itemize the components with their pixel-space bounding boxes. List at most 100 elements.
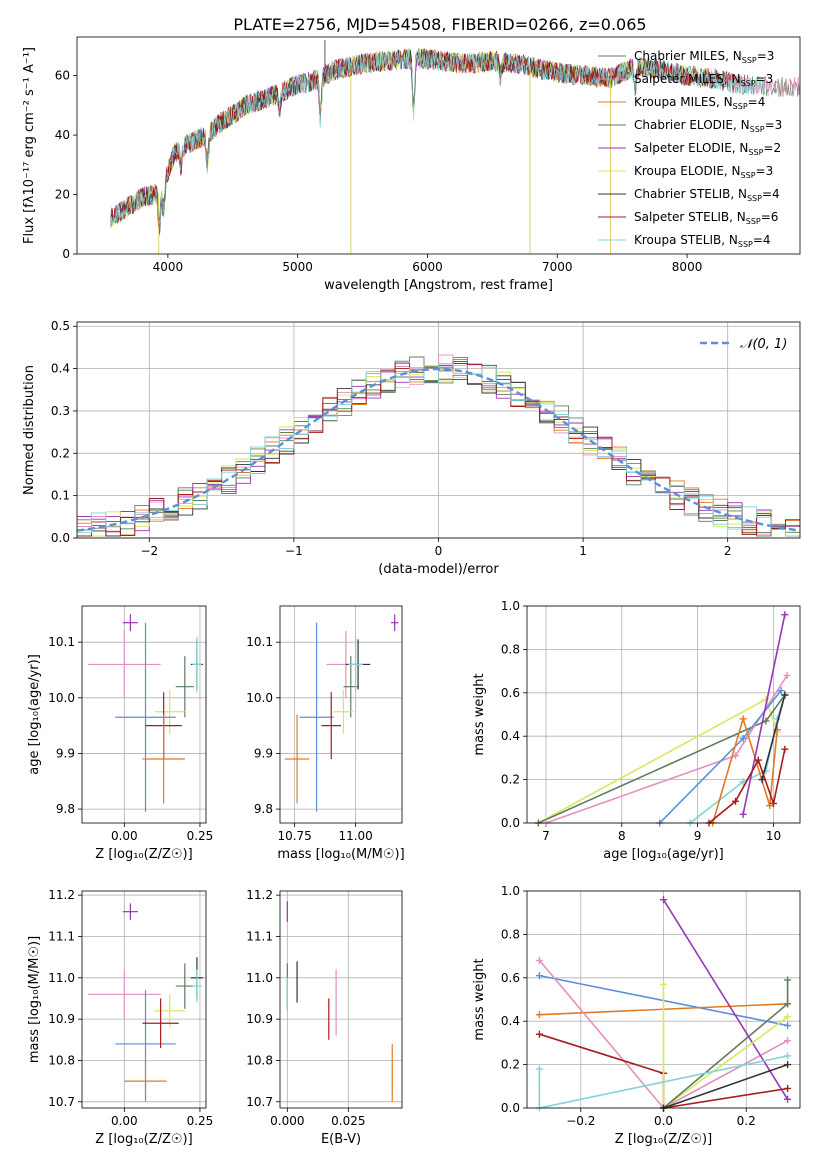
massweight-vs-age-series-0 (538, 698, 779, 823)
massweight-vs-Z-xtick-label-1: 0.0 (654, 1114, 673, 1128)
residuals-ytick-label-4: 0.4 (51, 362, 70, 376)
age-vs-Z-point-8 (142, 714, 185, 804)
massweight-vs-age-marker-3-2 (777, 687, 785, 695)
mass-vs-Z-point-8 (124, 1060, 167, 1102)
massweight-vs-Z-marker-2-0 (535, 956, 543, 964)
massweight-vs-age-marker-7-4 (781, 745, 789, 753)
mass-vs-Z-ylabel: mass [log₁₀(M/M☉)] (27, 936, 42, 1063)
spectrum-ytick-label-2: 40 (55, 128, 70, 142)
age-vs-mass-point-6 (299, 622, 334, 812)
massweight-vs-Z-xlabel: Z [log₁₀(Z/Z☉)] (615, 1132, 712, 1147)
mass-vs-Z-xtick-label-0: 0.00 (111, 1114, 138, 1128)
spectrum-series-2 (110, 48, 649, 237)
spectrum-legend-label-1: Salpeter MILES, NSSP=3 (634, 72, 773, 88)
age-vs-Z-point-0 (122, 614, 138, 632)
age-vs-Z-point-6 (115, 622, 176, 812)
residuals-ytick-label-1: 0.1 (51, 489, 70, 503)
massweight-vs-age-xtick-label-2: 9 (694, 829, 702, 843)
massweight-vs-Z-ytick-label-1: 0.2 (501, 1058, 520, 1072)
mass-vs-Z-point-7 (142, 998, 179, 1049)
mass-vs-Z-point-5 (154, 994, 185, 1028)
mass-vs-ebv-xtick-label-1: 0.025 (331, 1114, 365, 1128)
massweight-vs-age-marker-7-2 (754, 756, 762, 764)
age-vs-mass-ytick-label-3: 10.1 (246, 635, 273, 649)
spectrum-series-8 (110, 48, 766, 228)
spectrum-legend: Chabrier MILES, NSSP=3 Salpeter MILES, NS… (598, 49, 782, 249)
mass-vs-Z-ytick-label-0: 10.7 (48, 1095, 75, 1109)
massweight-vs-Z-marker-0-0 (535, 972, 543, 980)
age-vs-Z-xtick-label-0: 0.00 (111, 829, 138, 843)
figure-title: PLATE=2756, MJD=54508, FIBERID=0266, z=0… (233, 15, 646, 34)
massweight-vs-Z-marker-7-2 (784, 1052, 792, 1060)
spectrum-legend-label-0: Chabrier MILES, NSSP=3 (634, 49, 774, 65)
age-vs-Z-xtick-label-1: 0.25 (187, 829, 214, 843)
residuals-ytick-label-3: 0.3 (51, 404, 70, 418)
massweight-vs-Z-xtick-label-2: 0.2 (737, 1114, 756, 1128)
massweight-vs-Z-series-5 (662, 984, 789, 1108)
age-vs-Z-ytick-label-0: 9.8 (56, 802, 75, 816)
massweight-vs-age-ytick-label-2: 0.4 (501, 729, 520, 743)
mass-vs-ebv-frame (279, 890, 403, 1109)
age-vs-Z-ylabel: age [log₁₀(age/yr)] (27, 654, 42, 775)
massweight-vs-Z-series-7 (538, 1055, 788, 1108)
massweight-vs-age-ytick-label-4: 0.8 (501, 642, 520, 656)
massweight-vs-age-series-2 (545, 674, 788, 823)
spectrum-legend-label-2: Kroupa MILES, NSSP=4 (634, 95, 765, 111)
mass-vs-Z-ytick-label-3: 11.0 (48, 971, 75, 985)
massweight-vs-Z-marker-4-0 (535, 1030, 543, 1038)
residuals-frame (76, 321, 801, 539)
age-vs-Z-point-2 (175, 656, 194, 718)
massweight-vs-age-xlabel: age [log₁₀(age/yr)] (603, 847, 724, 862)
residuals-xtick-label-4: 2 (724, 544, 732, 558)
residuals-xtick-label-2: 0 (435, 544, 443, 558)
massweight-vs-Z-ytick-label-5: 1.0 (501, 884, 520, 898)
massweight-vs-Z-ytick-label-2: 0.4 (501, 1014, 520, 1028)
massweight-vs-Z-marker-6-1 (784, 1000, 792, 1008)
mass-vs-ebv-ytick-label-0: 10.7 (246, 1095, 273, 1109)
spectrum-xtick-label-3: 7000 (542, 260, 573, 274)
mass-vs-ebv-xtick-label-0: 0.000 (270, 1114, 304, 1128)
spectrum-ytick-label-3: 60 (55, 69, 70, 83)
age-vs-mass-point-7 (321, 692, 341, 760)
massweight-vs-age-frame (526, 605, 801, 824)
age-vs-Z-ytick-label-1: 9.9 (56, 746, 75, 760)
massweight-vs-age-ytick-label-0: 0.0 (501, 816, 520, 830)
age-vs-Z-frame (81, 605, 207, 824)
massweight-vs-age-series-8 (761, 694, 786, 780)
mass-vs-Z-ytick-label-4: 11.1 (48, 929, 75, 943)
massweight-vs-age-ytick-label-3: 0.6 (501, 686, 520, 700)
mass-vs-Z-ytick-label-2: 10.9 (48, 1012, 75, 1026)
massweight-vs-age-marker-8-0 (758, 776, 766, 784)
spectrum-legend-label-6: Chabrier STELIB, NSSP=4 (634, 187, 780, 203)
mass-vs-ebv-ytick-label-2: 10.9 (246, 1012, 273, 1026)
massweight-vs-Z-series-2 (538, 959, 788, 1108)
massweight-vs-age-marker-2-1 (732, 752, 740, 760)
massweight-vs-Z-ylabel: mass weight (472, 958, 487, 1040)
age-vs-mass-ytick-label-2: 10.0 (246, 691, 273, 705)
massweight-vs-age-marker-2-2 (783, 671, 791, 679)
massweight-vs-age-ytick-label-5: 1.0 (501, 599, 520, 613)
residuals-ylabel: Normed distribution (22, 365, 37, 495)
spectrum-ytick-label-1: 20 (55, 188, 70, 202)
age-vs-Z-ytick-label-3: 10.1 (48, 635, 75, 649)
age-vs-mass-ytick-label-0: 9.8 (254, 802, 273, 816)
residuals-ytick-label-0: 0.0 (51, 531, 70, 545)
massweight-vs-Z-marker-2-2 (784, 1037, 792, 1045)
spectrum-ytick-label-0: 0 (62, 247, 70, 261)
spectrum-legend-label-7: Salpeter STELIB, NSSP=6 (634, 210, 778, 226)
spectrum-xtick-label-2: 6000 (412, 260, 443, 274)
mass-vs-Z-ytick-label-1: 10.8 (48, 1053, 75, 1067)
massweight-vs-Z-frame (526, 890, 801, 1109)
spectrum-legend-label-5: Kroupa ELODIE, NSSP=3 (634, 164, 773, 180)
massweight-vs-age-marker-7-3 (769, 799, 777, 807)
mass-vs-Z-xtick-label-1: 0.25 (187, 1114, 214, 1128)
mass-vs-ebv-axes: 0.000 0.025 10.7 10.8 10.9 11.0 11.1 11.2 E(B-V) (246, 888, 402, 1147)
age-vs-mass-frame (279, 605, 403, 824)
massweight-vs-age-marker-6-0 (739, 810, 747, 818)
massweight-vs-Z-ytick-label-4: 0.8 (501, 927, 520, 941)
residuals-ytick-label-2: 0.2 (51, 446, 70, 460)
mass-vs-ebv-ytick-label-4: 11.1 (246, 929, 273, 943)
massweight-vs-Z-ytick-label-3: 0.6 (501, 971, 520, 985)
massweight-vs-age-series-6 (742, 614, 786, 815)
